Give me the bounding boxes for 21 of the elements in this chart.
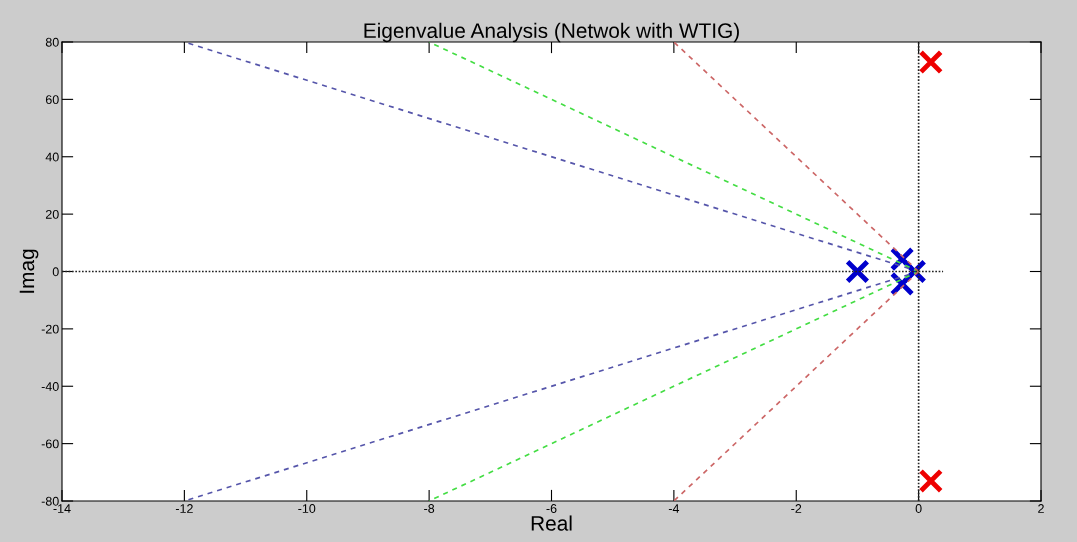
x-tick-label: -6: [546, 504, 557, 513]
x-tick-label: -12: [175, 504, 193, 513]
y-tick-label: -60: [41, 439, 59, 449]
x-tick-label: 2: [1038, 504, 1044, 513]
x-tick-label: -10: [298, 504, 316, 513]
y-tick-label: 0: [52, 267, 59, 277]
y-tick-label: 40: [45, 152, 59, 162]
x-tick-label: 0: [915, 504, 922, 513]
y-tick-label: 80: [45, 37, 59, 47]
x-tick-label: -2: [791, 504, 802, 513]
x-tick-label: -4: [668, 504, 680, 513]
y-axis-title: Imag: [19, 249, 39, 293]
x-tick-label: -14: [53, 504, 71, 513]
chart-title: Eigenvalue Analysis (Netwok with WTIG): [364, 22, 739, 43]
y-tick-label: -20: [41, 324, 59, 334]
x-tick-label: -8: [424, 504, 435, 513]
x-axis-title: Real: [531, 515, 572, 531]
y-tick-label: -40: [41, 382, 59, 391]
y-tick-label: -80: [41, 496, 59, 506]
y-tick-label: 60: [45, 95, 59, 105]
y-tick-label: 20: [45, 209, 59, 219]
